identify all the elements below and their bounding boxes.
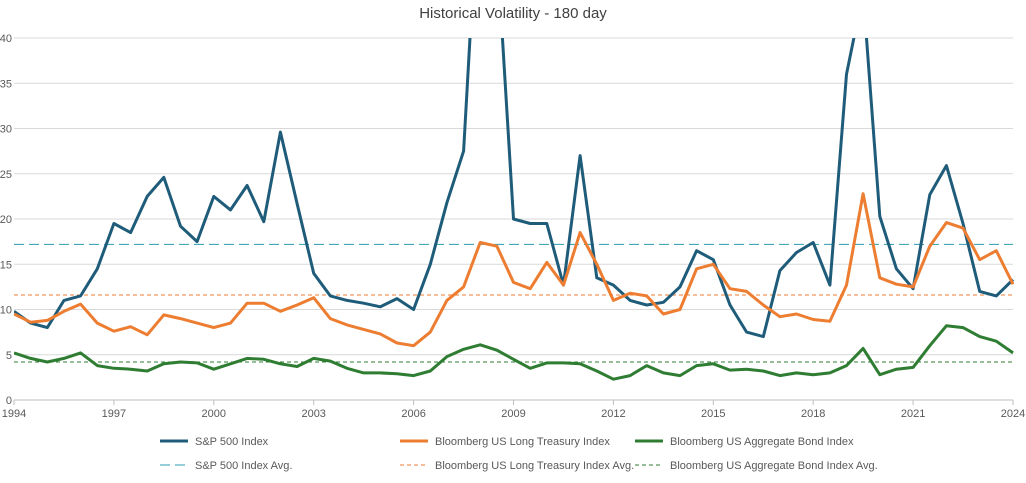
y-tick-label: 0 (6, 395, 12, 407)
series-line (14, 38, 1014, 339)
series-line (14, 192, 1014, 348)
y-tick-label: 5 (6, 350, 12, 362)
legend-label: Bloomberg US Long Treasury Index (435, 436, 610, 448)
x-tick-label: 2009 (501, 408, 525, 420)
x-tick-label: 2006 (401, 408, 425, 420)
legend-label: Bloomberg US Aggregate Bond Index Avg. (670, 460, 878, 472)
y-tick-label: 15 (0, 259, 12, 271)
y-tick-label: 40 (0, 33, 12, 45)
x-tick-label: 2018 (801, 408, 825, 420)
legend-label: Bloomberg US Aggregate Bond Index (670, 436, 854, 448)
legend-label: S&P 500 Index (195, 436, 269, 448)
x-tick-label: 2000 (202, 408, 226, 420)
series-line (14, 324, 1014, 381)
x-tick-label: 2024 (1001, 408, 1025, 420)
x-tick-label: 1994 (2, 408, 26, 420)
legend-label: S&P 500 Index Avg. (195, 460, 292, 472)
x-tick-label: 2003 (301, 408, 325, 420)
x-tick-label: 1997 (102, 408, 126, 420)
y-tick-label: 10 (0, 305, 12, 317)
plot-area (14, 38, 1014, 381)
y-tick-label: 25 (0, 169, 12, 181)
y-tick-label: 30 (0, 124, 12, 136)
y-tick-label: 35 (0, 78, 12, 90)
x-tick-label: 2012 (601, 408, 625, 420)
x-tick-label: 2021 (901, 408, 925, 420)
x-tick-label: 2015 (701, 408, 725, 420)
chart-title: Historical Volatility - 180 day (419, 5, 607, 22)
y-tick-label: 20 (0, 214, 12, 226)
legend-label: Bloomberg US Long Treasury Index Avg. (435, 460, 634, 472)
